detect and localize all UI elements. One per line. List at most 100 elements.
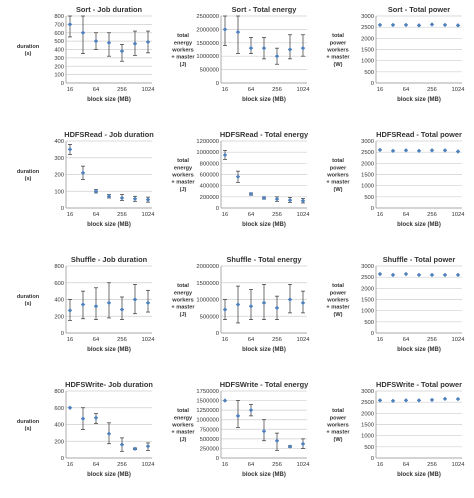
y-axis-label: power — [330, 165, 347, 171]
y-axis-label: total — [177, 158, 189, 164]
y-tick-label: 0 — [216, 206, 219, 212]
x-tick-label: 256 — [427, 337, 437, 343]
x-axis-label: block size (MB) — [87, 472, 131, 478]
x-tick-label: 1024 — [452, 462, 466, 468]
x-tick-label: 64 — [93, 337, 100, 343]
data-point — [300, 300, 306, 306]
y-tick-label: 500 — [364, 320, 374, 326]
y-tick-label: 600 — [54, 281, 64, 287]
y-tick-label: 2000000 — [196, 27, 219, 33]
y-axis-label: + master — [326, 55, 350, 61]
data-point — [300, 441, 306, 447]
y-axis-label: workers — [171, 48, 193, 54]
data-point — [93, 415, 99, 420]
x-tick-label: 1024 — [142, 212, 156, 218]
data-point — [80, 170, 86, 176]
y-axis-label: (W) — [333, 437, 342, 443]
y-axis-label: (s) — [25, 51, 32, 57]
data-point — [106, 431, 112, 436]
data-point — [377, 22, 383, 28]
y-axis-label: + master — [171, 305, 195, 311]
data-point — [377, 147, 383, 153]
data-point — [248, 191, 254, 197]
data-point — [67, 308, 73, 313]
y-tick-label: 1000000 — [196, 150, 219, 156]
data-point — [261, 429, 267, 434]
x-tick-label: 1024 — [142, 337, 156, 343]
y-tick-label: 500 — [364, 195, 374, 201]
data-point — [248, 304, 254, 309]
y-axis-label: (W) — [333, 62, 342, 68]
data-point — [455, 149, 461, 154]
data-point — [132, 41, 138, 46]
y-tick-label: 2000 — [361, 161, 374, 167]
x-tick-label: 256 — [272, 337, 282, 343]
data-point — [442, 148, 448, 153]
y-tick-label: 400 — [54, 139, 64, 145]
y-tick-label: 1000 — [361, 59, 374, 65]
x-tick-label: 64 — [248, 212, 255, 218]
chart-title: HDFSWrite - Total power — [376, 380, 462, 389]
data-point — [429, 22, 435, 27]
x-tick-label: 1024 — [452, 212, 466, 218]
y-tick-label: 1000000 — [196, 298, 219, 304]
chart-title: HDFSWrite- Job duration — [65, 380, 153, 389]
x-tick-label: 64 — [248, 337, 255, 343]
y-tick-label: 0 — [61, 206, 64, 212]
data-point — [403, 148, 409, 153]
x-tick-label: 256 — [117, 87, 127, 93]
y-tick-label: 500000 — [200, 437, 219, 443]
x-tick-label: 16 — [222, 87, 228, 93]
y-axis-label: workers — [171, 298, 193, 304]
data-point — [377, 398, 383, 403]
data-point — [132, 297, 138, 302]
y-tick-label: 3000 — [361, 264, 374, 270]
data-point — [416, 23, 422, 28]
chart-title: HDFSRead - Total power — [376, 130, 462, 139]
y-tick-label: 400 — [54, 48, 64, 54]
chart-panel: Sort - Job duration duration(s) 0 100 200 300… — [17, 5, 155, 103]
y-axis-label: (J) — [180, 437, 187, 443]
x-tick-label: 64 — [93, 212, 100, 218]
y-tick-label: 1200000 — [196, 139, 219, 145]
y-tick-label: 200 — [54, 314, 64, 320]
x-tick-label: 1024 — [297, 87, 311, 93]
data-point — [403, 398, 409, 403]
x-axis-label: block size (MB) — [87, 222, 131, 228]
y-axis-label: energy — [174, 40, 193, 46]
data-point — [222, 398, 228, 403]
chart-panel: HDFSRead - Job duration duration(s) 0 100 20… — [17, 130, 155, 228]
x-axis-label: block size (MB) — [87, 347, 131, 353]
y-axis-label: (J) — [180, 312, 187, 318]
x-tick-label: 64 — [93, 87, 100, 93]
x-tick-label: 16 — [377, 462, 383, 468]
y-tick-label: 600 — [54, 406, 64, 412]
y-tick-label: 500000 — [200, 68, 219, 74]
data-point — [455, 272, 461, 278]
y-axis-label: + master — [171, 430, 195, 436]
data-point — [222, 27, 228, 32]
data-point — [455, 23, 461, 28]
y-axis-label: (J) — [180, 187, 187, 193]
y-tick-label: 500000 — [200, 314, 219, 320]
y-tick-label: 2500 — [361, 400, 374, 406]
x-tick-label: 1024 — [452, 337, 466, 343]
y-axis-label: duration — [17, 44, 40, 50]
x-tick-label: 64 — [403, 87, 410, 93]
x-tick-label: 256 — [427, 212, 437, 218]
data-point — [261, 195, 267, 201]
data-point — [416, 148, 422, 154]
y-tick-label: 200 — [54, 64, 64, 70]
data-point — [287, 297, 293, 302]
y-tick-label: 0 — [216, 331, 219, 337]
y-tick-label: 1500000 — [196, 399, 219, 405]
y-tick-label: 1000 — [361, 309, 374, 315]
data-point — [67, 147, 73, 152]
y-tick-label: 1750000 — [196, 389, 219, 395]
x-tick-label: 16 — [67, 87, 73, 93]
y-axis-label: workers — [326, 173, 348, 179]
y-tick-label: 800 — [54, 14, 64, 20]
y-tick-label: 800 — [54, 389, 64, 395]
